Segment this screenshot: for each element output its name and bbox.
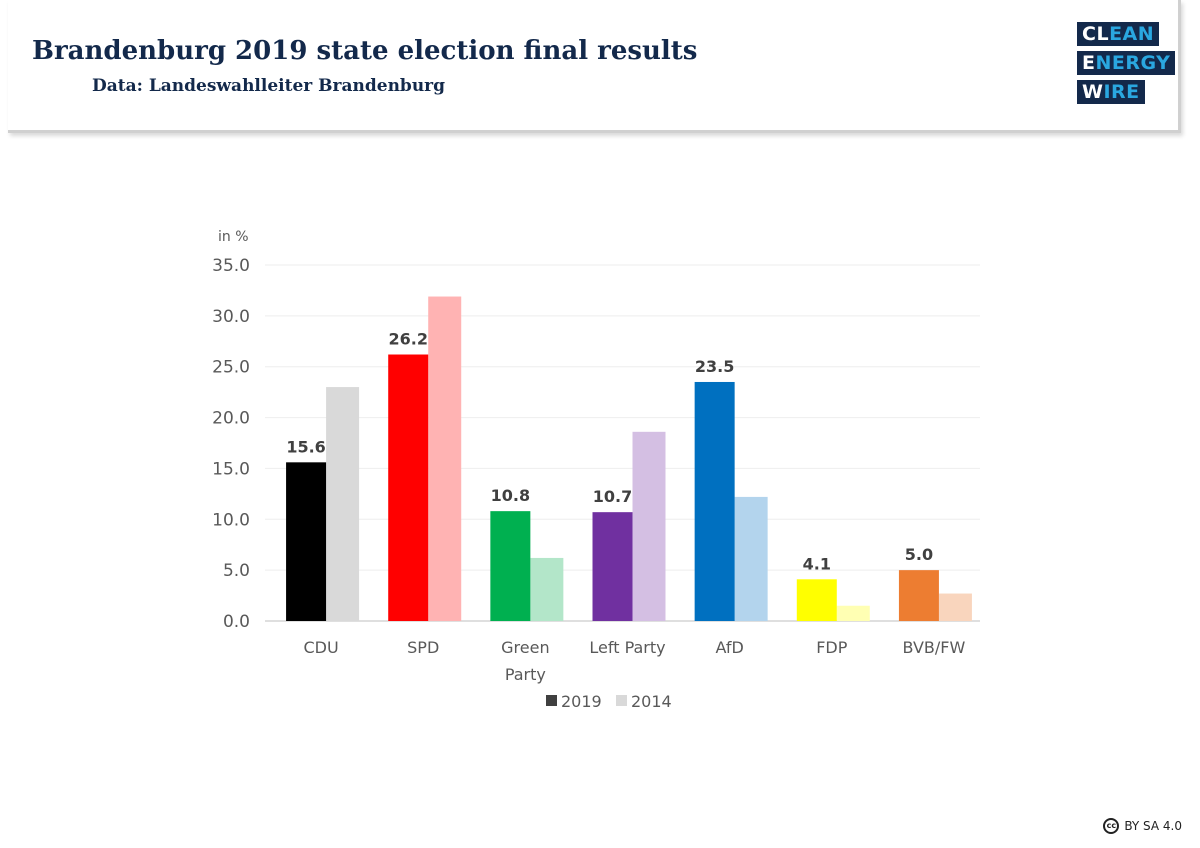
- x-tick-label: AfD: [715, 638, 743, 657]
- header-banner: Brandenburg 2019 state election final re…: [8, 0, 1181, 133]
- y-axis-label: in %: [218, 229, 249, 245]
- y-tick-label: 30.0: [212, 307, 250, 327]
- logo-line: ENERGY: [1077, 51, 1176, 75]
- y-tick-label: 15.0: [212, 459, 250, 479]
- data-label: 4.1: [803, 554, 831, 573]
- x-tick-label: Green: [501, 638, 549, 657]
- data-label: 26.2: [388, 330, 427, 349]
- bar-2014: [632, 431, 666, 621]
- bar-2014: [734, 496, 768, 621]
- bar-2019: [796, 579, 837, 621]
- legend-swatch: [546, 695, 557, 706]
- bar-2019: [286, 462, 327, 621]
- y-tick-label: 20.0: [212, 409, 250, 429]
- y-tick-label: 0.0: [223, 612, 250, 632]
- clean-energy-wire-logo: CLEAN ENERGY WIRE: [1077, 22, 1176, 109]
- x-tick-label: BVB/FW: [903, 638, 966, 657]
- license-badge: cc BY SA 4.0: [1103, 818, 1182, 834]
- bar-2019: [694, 381, 735, 621]
- bar-2019: [490, 511, 531, 621]
- logo-line: CLEAN: [1077, 22, 1160, 46]
- y-tick-label: 35.0: [212, 256, 250, 276]
- bar-2019: [592, 512, 633, 621]
- bar-2014: [836, 605, 870, 621]
- bar-2019: [898, 570, 939, 621]
- y-tick-label: 10.0: [212, 510, 250, 530]
- bar-2014: [530, 557, 564, 621]
- x-tick-label: FDP: [816, 638, 848, 657]
- x-tick-label: SPD: [407, 638, 439, 657]
- page-title: Brandenburg 2019 state election final re…: [32, 36, 698, 66]
- data-label: 5.0: [905, 545, 933, 564]
- data-label: 10.7: [593, 487, 632, 506]
- bar-2014: [938, 593, 972, 621]
- bar-2014: [326, 387, 360, 621]
- bar-2014: [428, 296, 462, 621]
- x-tick-label: Party: [505, 665, 546, 684]
- bar-2019: [388, 354, 429, 621]
- y-tick-label: 25.0: [212, 358, 250, 378]
- legend-label: 2014: [631, 692, 672, 711]
- x-tick-label: Left Party: [589, 638, 665, 657]
- legend-label: 2019: [561, 692, 602, 711]
- page-subtitle: Data: Landeswahlleiter Brandenburg: [92, 76, 446, 96]
- y-tick-label: 5.0: [223, 561, 250, 581]
- data-label: 10.8: [491, 486, 530, 505]
- logo-line: WIRE: [1077, 80, 1145, 104]
- license-label: BY SA 4.0: [1124, 819, 1182, 833]
- data-label: 23.5: [695, 357, 734, 376]
- x-tick-label: CDU: [303, 638, 338, 657]
- legend-swatch: [616, 695, 627, 706]
- creative-commons-icon: cc: [1103, 818, 1120, 834]
- data-label: 15.6: [286, 437, 325, 456]
